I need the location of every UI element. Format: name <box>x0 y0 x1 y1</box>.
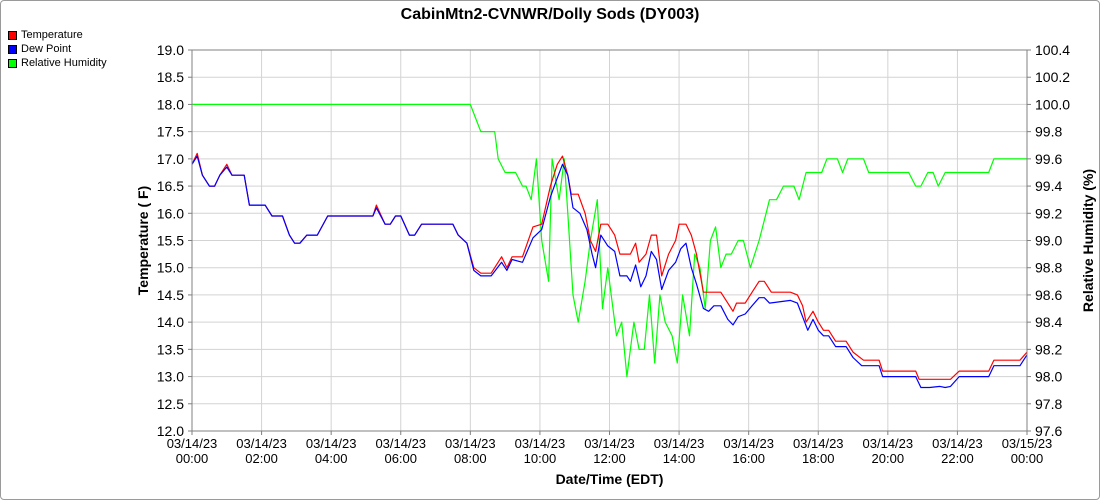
x-tick-label-time: 20:00 <box>872 451 905 466</box>
y-tick-label-left: 18.0 <box>157 96 184 112</box>
y-tick-label-right: 99.2 <box>1035 205 1062 221</box>
x-tick-label-time: 14:00 <box>663 451 696 466</box>
x-tick-label-date: 03/14/23 <box>375 436 426 451</box>
x-tick-label-time: 10:00 <box>524 451 557 466</box>
grid-layer <box>191 49 1028 432</box>
x-tick-label-date: 03/14/23 <box>932 436 983 451</box>
x-tick-label-date: 03/14/23 <box>167 436 218 451</box>
y-tick-label-right: 98.4 <box>1035 314 1062 330</box>
y-tick-label-left: 14.0 <box>157 314 184 330</box>
y-tick-label-right: 98.2 <box>1035 341 1062 357</box>
y-tick-label-left: 12.0 <box>157 423 184 439</box>
series-line-relative-humidity <box>192 103 1027 378</box>
y-tick-label-right: 100.0 <box>1035 96 1070 112</box>
x-tick-label-time: 00:00 <box>1011 451 1044 466</box>
x-tick-label-time: 18:00 <box>802 451 835 466</box>
x-tick-label-date: 03/14/23 <box>236 436 287 451</box>
y-tick-label-right: 98.8 <box>1035 260 1062 276</box>
y-tick-label-left: 15.5 <box>157 233 184 249</box>
y-tick-label-left: 17.5 <box>157 124 184 140</box>
chart-legend: Temperature Dew Point Relative Humidity <box>8 28 107 70</box>
y-tick-label-left: 12.5 <box>157 396 184 412</box>
series-layer <box>191 103 1028 389</box>
x-tick-label-time: 16:00 <box>732 451 765 466</box>
legend-swatch <box>8 58 17 68</box>
x-tick-label-time: 08:00 <box>454 451 487 466</box>
y-tick-label-right: 100.2 <box>1035 69 1070 85</box>
y-axis-label-right: Relative Humidity (%) <box>1080 169 1096 312</box>
y-tick-label-left: 16.0 <box>157 205 184 221</box>
x-axis-label: Date/Time (EDT) <box>556 471 664 487</box>
legend-item-dew-point: Dew Point <box>8 42 107 56</box>
series-line-dew-point <box>191 155 1028 389</box>
x-tick-label-date: 03/14/23 <box>584 436 635 451</box>
y-tick-label-left: 13.5 <box>157 341 184 357</box>
legend-item-temperature: Temperature <box>8 28 107 42</box>
legend-swatch <box>8 30 17 40</box>
legend-label: Relative Humidity <box>21 57 107 69</box>
x-tick-label-date: 03/14/23 <box>723 436 774 451</box>
y-tick-label-left: 15.0 <box>157 260 184 276</box>
x-tick-label-date: 03/14/23 <box>793 436 844 451</box>
y-tick-label-right: 98.0 <box>1035 369 1062 385</box>
legend-label: Temperature <box>21 29 83 41</box>
x-tick-label-date: 03/14/23 <box>654 436 705 451</box>
y-tick-label-right: 97.8 <box>1035 396 1062 412</box>
x-tick-label-date: 03/14/23 <box>445 436 496 451</box>
legend-swatch <box>8 44 17 54</box>
y-tick-label-right: 99.0 <box>1035 233 1062 249</box>
y-axis-label-left: Temperature ( F) <box>135 186 151 295</box>
y-tick-label-left: 19.0 <box>157 42 184 58</box>
y-tick-label-left: 18.5 <box>157 69 184 85</box>
y-tick-label-right: 99.4 <box>1035 178 1062 194</box>
x-tick-label-time: 00:00 <box>176 451 209 466</box>
y-tick-label-right: 98.6 <box>1035 287 1062 303</box>
y-tick-label-right: 100.4 <box>1035 42 1070 58</box>
x-tick-label-time: 04:00 <box>315 451 348 466</box>
x-tick-label-time: 02:00 <box>245 451 278 466</box>
legend-label: Dew Point <box>21 43 72 55</box>
x-tick-label-time: 06:00 <box>384 451 417 466</box>
y-tick-label-right: 99.8 <box>1035 124 1062 140</box>
y-tick-label-left: 13.0 <box>157 369 184 385</box>
chart-title: CabinMtn2-CVNWR/Dolly Sods (DY003) <box>401 6 700 23</box>
x-tick-label-date: 03/15/23 <box>1002 436 1053 451</box>
y-tick-label-left: 14.5 <box>157 287 184 303</box>
axis-layer: 12.0 12.5 13.0 13.5 14.0 14.5 15.0 15.5 16.0 16.5… <box>157 42 1070 466</box>
x-tick-label-date: 03/14/23 <box>515 436 566 451</box>
x-tick-label-time: 12:00 <box>593 451 626 466</box>
x-tick-label-date: 03/14/23 <box>306 436 357 451</box>
legend-item-relative-humidity: Relative Humidity <box>8 56 107 70</box>
x-tick-label-date: 03/14/23 <box>863 436 914 451</box>
y-tick-label-left: 17.0 <box>157 151 184 167</box>
y-tick-label-left: 16.5 <box>157 178 184 194</box>
x-tick-label-time: 22:00 <box>941 451 974 466</box>
y-tick-label-right: 97.6 <box>1035 423 1062 439</box>
y-tick-label-right: 99.6 <box>1035 151 1062 167</box>
